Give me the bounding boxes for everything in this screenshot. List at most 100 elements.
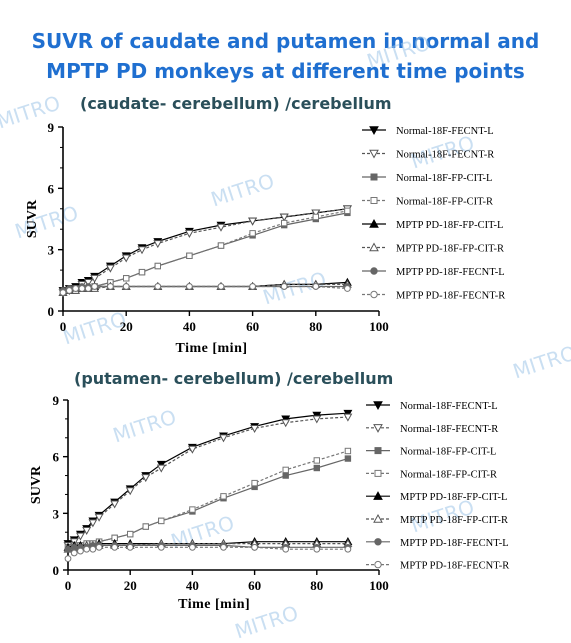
data-point <box>312 411 322 420</box>
data-point <box>111 543 119 551</box>
data-point <box>95 543 103 551</box>
data-point <box>313 545 321 553</box>
legend-entry: MPTP PD-18F-FP-CIT-R <box>366 513 508 526</box>
data-point <box>65 287 73 294</box>
legend-entry: Normal-18F-FECNT-R <box>366 424 498 435</box>
data-point <box>219 434 228 443</box>
legend-label: MPTP PD-18F-FP-CIT-L <box>400 492 507 503</box>
legend-label: Normal-18F-FECNT-L <box>400 401 498 412</box>
legend-entry: Normal-18F-FECNT-L <box>366 401 498 412</box>
data-point <box>282 545 290 553</box>
y-axis-label: SUVR <box>29 465 44 504</box>
data-point <box>72 285 80 292</box>
data-point <box>137 246 147 255</box>
data-point <box>251 479 258 487</box>
data-point <box>138 268 146 276</box>
legend-label: Normal-18F-FP-CIT-L <box>396 173 492 184</box>
legend-entry: Normal-18F-FP-CIT-L <box>366 447 496 458</box>
legend-label: MPTP PD-18F-FECNT-L <box>400 538 509 549</box>
legend-entry: MPTP PD-18F-FP-CIT-L <box>366 491 507 503</box>
legend-entry: MPTP PD-18F-FECNT-L <box>362 267 505 278</box>
data-point <box>343 413 353 422</box>
legend-entry: Normal-18F-FP-CIT-R <box>366 469 497 480</box>
series-line <box>67 416 348 546</box>
series-7 <box>59 283 351 294</box>
x-tick-label: 0 <box>60 319 67 334</box>
x-tick-label: 20 <box>124 578 137 593</box>
legend-marker <box>370 173 378 181</box>
data-point <box>282 472 289 479</box>
data-point <box>312 415 322 424</box>
data-point <box>344 447 352 455</box>
data-point <box>344 285 351 292</box>
legend-label: Normal-18F-FP-CIT-R <box>396 197 493 208</box>
data-point <box>279 213 289 222</box>
legend-entry: MPTP PD-18F-FECNT-L <box>366 538 509 549</box>
x-tick-label: 40 <box>186 578 199 593</box>
data-point <box>281 419 291 428</box>
legend-marker <box>373 491 383 500</box>
series-1 <box>63 409 353 549</box>
data-point <box>78 285 86 292</box>
data-point <box>189 506 196 513</box>
data-point <box>125 487 135 496</box>
data-point <box>77 547 84 555</box>
data-point <box>343 409 353 418</box>
chart-1: 0 3 6 9 0 20 40 60 80 100 Time [min] SUVR Normal-18F… <box>25 120 505 356</box>
data-point <box>281 415 291 424</box>
data-point <box>59 289 67 296</box>
series-3 <box>59 209 351 296</box>
x-tick-label: 60 <box>248 578 261 593</box>
data-point <box>344 545 352 553</box>
legend-label: Normal-18F-FECNT-L <box>396 126 494 137</box>
legend-label: Normal-18F-FECNT-R <box>396 150 494 161</box>
legend-entry: Normal-18F-FP-CIT-L <box>362 173 492 184</box>
legend-entry: Normal-18F-FECNT-L <box>362 126 494 137</box>
data-point <box>281 219 288 227</box>
legend-entry: MPTP PD-18F-FECNT-R <box>366 561 509 572</box>
data-point <box>248 217 258 226</box>
series-line <box>67 412 348 545</box>
data-point <box>311 209 321 218</box>
data-point <box>157 543 165 551</box>
legend-label: MPTP PD-18F-FECNT-R <box>400 561 509 572</box>
x-tick-label: 80 <box>310 578 323 593</box>
legend-label: MPTP PD-18F-FECNT-L <box>396 267 505 278</box>
legend-label: MPTP PD-18F-FP-CIT-R <box>400 515 508 526</box>
data-point <box>249 230 256 237</box>
page-title: SUVR of caudate and putamen in normal an… <box>0 26 571 86</box>
data-point <box>123 275 130 282</box>
series-8 <box>64 543 352 563</box>
legend-marker <box>374 469 382 477</box>
x-axis-label: Time [min] <box>178 597 250 612</box>
data-point <box>75 532 85 541</box>
data-point <box>91 283 98 290</box>
legend-marker <box>370 290 378 299</box>
chart-2: 0 3 6 9 0 20 40 60 80 100 Time [min] SUVR Normal-18F… <box>29 393 509 612</box>
y-axis-label: SUVR <box>25 199 40 238</box>
data-point <box>89 545 97 553</box>
data-point <box>70 549 78 557</box>
legend-marker <box>370 197 378 204</box>
data-point <box>90 274 100 283</box>
series-line <box>67 546 348 560</box>
legend-label: Normal-18F-FP-CIT-L <box>400 447 496 458</box>
y-tick-label: 3 <box>48 243 55 258</box>
x-axis-label: Time [min] <box>176 341 248 356</box>
data-point <box>127 530 134 538</box>
x-tick-label: 60 <box>246 319 259 334</box>
series-8 <box>59 283 351 296</box>
legend-label: Normal-18F-FP-CIT-R <box>400 469 497 480</box>
data-point <box>186 283 193 290</box>
y-tick-label: 3 <box>53 506 60 521</box>
data-point <box>217 242 225 249</box>
data-point <box>82 526 92 535</box>
data-point <box>122 283 130 290</box>
legend-entry: MPTP PD-18F-FECNT-R <box>362 291 505 302</box>
data-point <box>220 493 227 500</box>
data-point <box>64 545 72 553</box>
data-point <box>282 466 289 474</box>
data-point <box>121 254 131 263</box>
data-point <box>251 543 258 551</box>
